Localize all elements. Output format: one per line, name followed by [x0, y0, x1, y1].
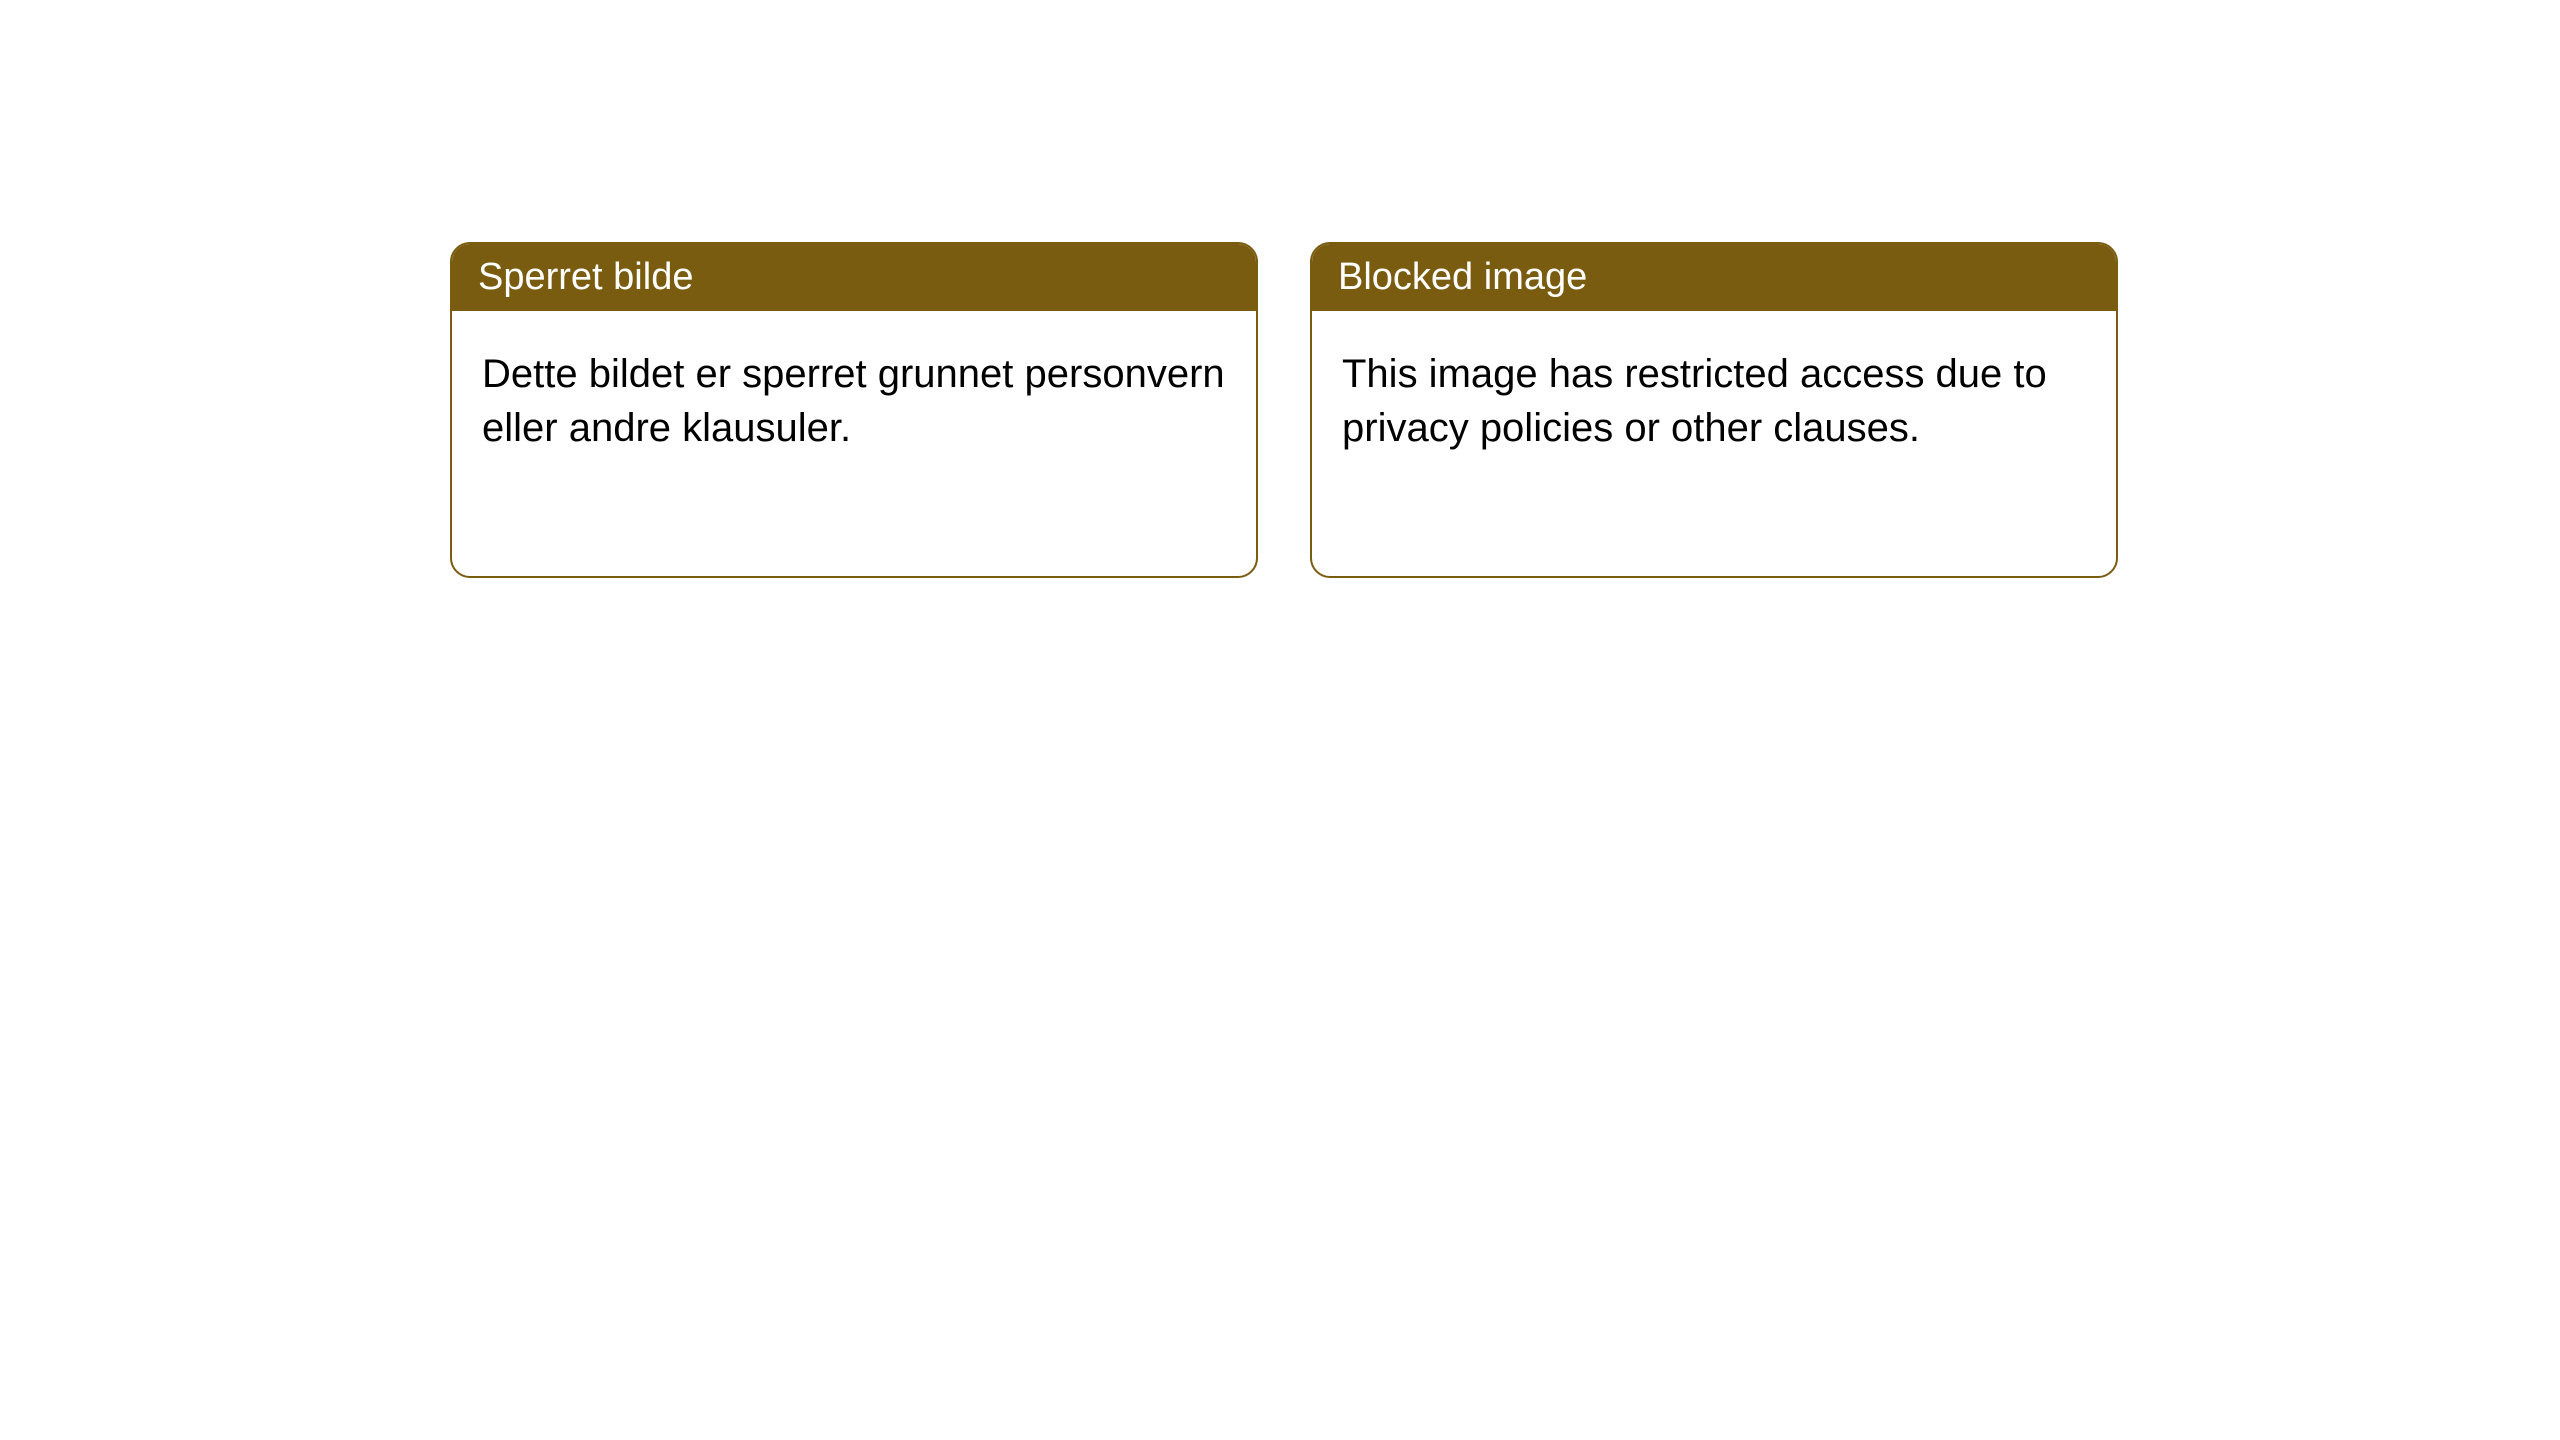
- notice-cards-row: Sperret bilde Dette bildet er sperret gr…: [450, 242, 2118, 578]
- notice-card-body: Dette bildet er sperret grunnet personve…: [452, 311, 1256, 491]
- notice-card-norwegian: Sperret bilde Dette bildet er sperret gr…: [450, 242, 1258, 578]
- notice-card-title: Sperret bilde: [478, 256, 693, 298]
- notice-card-english: Blocked image This image has restricted …: [1310, 242, 2118, 578]
- notice-card-title: Blocked image: [1338, 256, 1587, 298]
- notice-card-body: This image has restricted access due to …: [1312, 311, 2116, 491]
- notice-card-text: This image has restricted access due to …: [1342, 352, 2047, 450]
- notice-card-header: Sperret bilde: [452, 244, 1256, 311]
- notice-card-text: Dette bildet er sperret grunnet personve…: [482, 352, 1225, 450]
- notice-card-header: Blocked image: [1312, 244, 2116, 311]
